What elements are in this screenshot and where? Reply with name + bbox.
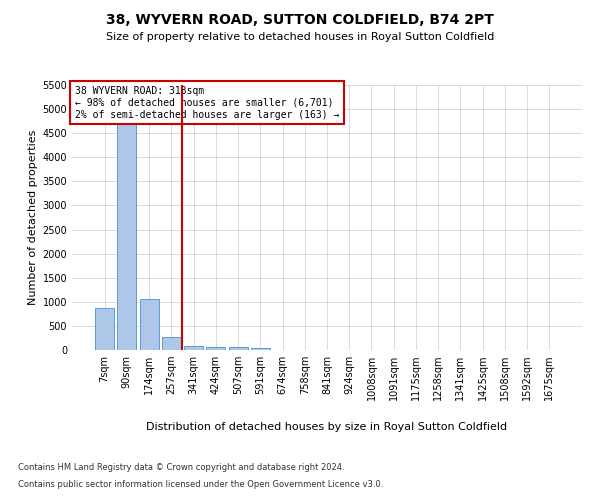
Text: 38, WYVERN ROAD, SUTTON COLDFIELD, B74 2PT: 38, WYVERN ROAD, SUTTON COLDFIELD, B74 2… (106, 12, 494, 26)
Text: Distribution of detached houses by size in Royal Sutton Coldfield: Distribution of detached houses by size … (146, 422, 508, 432)
Bar (251, 348, 270, 350)
Bar (184, 346, 203, 350)
Bar (118, 85, 136, 350)
Bar (95, 308, 114, 350)
Text: Size of property relative to detached houses in Royal Sutton Coldfield: Size of property relative to detached ho… (106, 32, 494, 42)
Text: 38 WYVERN ROAD: 313sqm
← 98% of detached houses are smaller (6,701)
2% of semi-d: 38 WYVERN ROAD: 313sqm ← 98% of detached… (74, 86, 339, 120)
Text: Contains public sector information licensed under the Open Government Licence v3: Contains public sector information licen… (18, 480, 383, 489)
Bar (162, 337, 181, 350)
Bar (140, 300, 158, 350)
Bar (229, 347, 248, 350)
Text: Contains HM Land Registry data © Crown copyright and database right 2024.: Contains HM Land Registry data © Crown c… (18, 464, 344, 472)
Bar (206, 346, 225, 350)
Y-axis label: Number of detached properties: Number of detached properties (28, 130, 38, 305)
